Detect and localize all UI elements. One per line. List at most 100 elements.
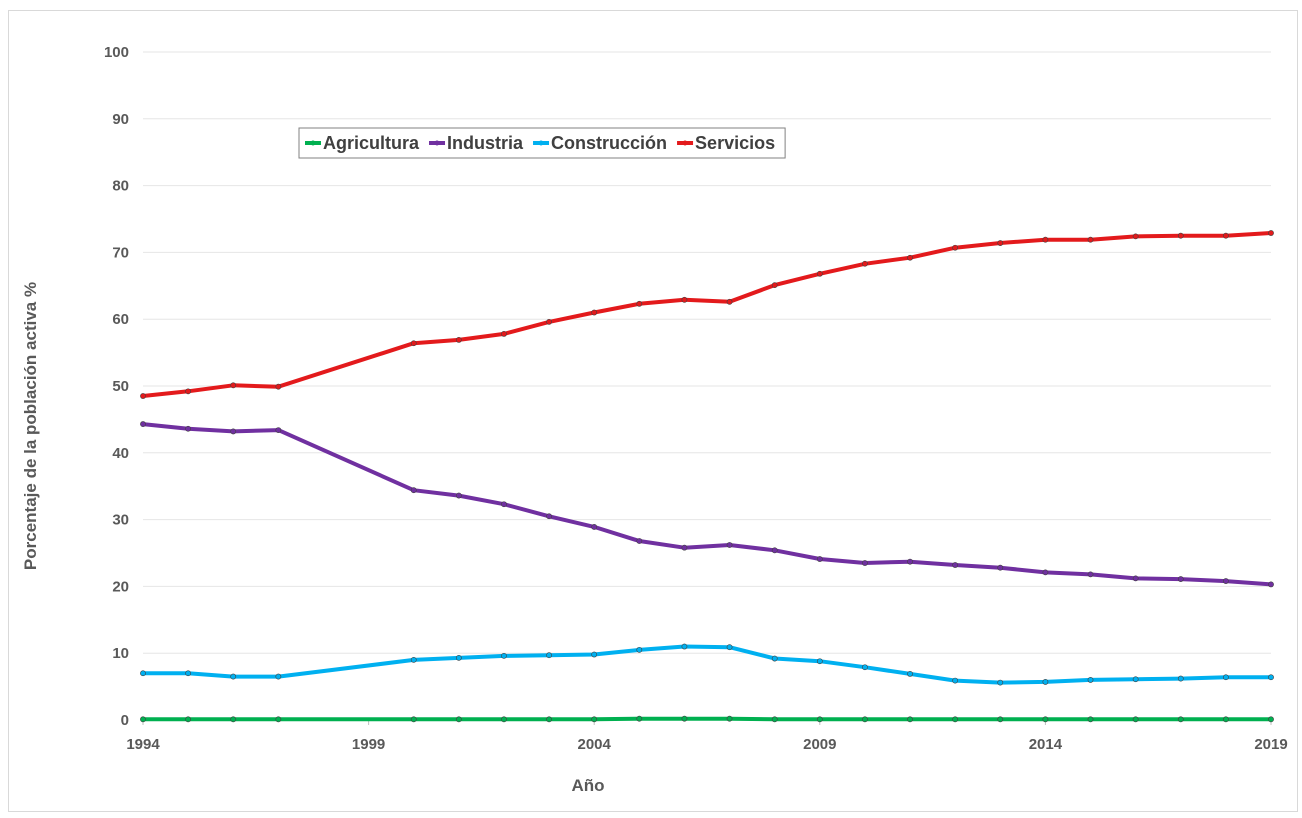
- series-agricultura: [140, 715, 1274, 723]
- data-point-agricultura: [1268, 716, 1274, 723]
- data-point-construccion: [230, 673, 237, 680]
- data-point-agricultura: [726, 715, 733, 722]
- legend-marker-construccion: [538, 140, 544, 146]
- data-point-industria: [1132, 575, 1139, 582]
- data-point-servicios: [1087, 236, 1094, 243]
- data-point-construccion: [952, 677, 959, 684]
- data-point-construccion: [1222, 674, 1229, 681]
- data-point-construccion: [816, 658, 823, 665]
- y-tick-label: 30: [112, 512, 129, 529]
- data-point-servicios: [771, 282, 778, 289]
- data-point-construccion: [501, 652, 507, 659]
- data-point-agricultura: [1222, 716, 1229, 723]
- data-point-agricultura: [907, 716, 913, 723]
- y-tick-label: 0: [121, 712, 129, 729]
- data-point-industria: [1087, 571, 1094, 578]
- data-point-agricultura: [501, 716, 507, 723]
- y-tick-label: 80: [112, 178, 129, 195]
- data-point-agricultura: [681, 715, 688, 722]
- data-point-construccion: [726, 644, 733, 651]
- data-point-agricultura: [140, 716, 146, 723]
- legend-marker-servicios: [682, 140, 688, 146]
- legend: Agricultura Industria Construcción Servicio…: [298, 127, 786, 159]
- data-point-servicios: [907, 254, 913, 261]
- data-point-construccion: [546, 652, 552, 659]
- data-point-servicios: [726, 298, 733, 305]
- data-point-agricultura: [1177, 716, 1184, 723]
- data-point-agricultura: [636, 715, 643, 722]
- series-line-agricultura: [141, 716, 1273, 722]
- data-point-construccion: [636, 646, 643, 653]
- data-point-servicios: [591, 309, 598, 316]
- data-point-construccion: [1042, 679, 1049, 685]
- data-point-industria: [410, 487, 417, 494]
- data-point-construccion: [275, 673, 282, 680]
- data-point-industria: [1177, 576, 1184, 582]
- legend-label-agricultura: Agricultura: [323, 133, 420, 153]
- data-point-servicios: [636, 300, 643, 307]
- y-tick-label: 40: [112, 445, 129, 462]
- data-point-servicios: [862, 260, 868, 267]
- data-point-industria: [952, 562, 959, 568]
- data-point-agricultura: [1042, 716, 1049, 723]
- data-point-industria: [185, 425, 192, 432]
- data-point-agricultura: [862, 716, 868, 723]
- data-point-servicios: [1222, 232, 1229, 239]
- x-tick-label: 1994: [126, 736, 160, 753]
- data-point-industria: [501, 501, 507, 508]
- data-point-agricultura: [591, 716, 598, 723]
- x-tick-label: 2014: [1029, 736, 1063, 753]
- data-point-servicios: [455, 337, 462, 343]
- series-line-construccion: [141, 644, 1273, 685]
- data-point-construccion: [771, 655, 778, 662]
- data-point-construccion: [1268, 674, 1274, 681]
- series-line-servicios: [141, 231, 1273, 398]
- data-point-agricultura: [1087, 716, 1094, 723]
- x-tick-label: 2004: [578, 736, 612, 753]
- data-point-industria: [636, 538, 643, 544]
- data-point-construccion: [907, 671, 913, 677]
- data-point-construccion: [455, 654, 462, 661]
- x-axis-title: Año: [571, 776, 604, 795]
- data-point-servicios: [952, 244, 959, 251]
- y-tick-label: 10: [112, 645, 129, 662]
- data-point-servicios: [140, 393, 146, 399]
- data-point-industria: [907, 558, 913, 565]
- data-point-agricultura: [455, 716, 462, 723]
- data-point-construccion: [862, 664, 868, 671]
- data-point-servicios: [185, 388, 192, 395]
- data-point-construccion: [140, 670, 146, 677]
- legend-marker-agricultura: [310, 140, 316, 146]
- data-point-servicios: [501, 330, 507, 337]
- series-group: [140, 230, 1274, 723]
- data-point-industria: [230, 428, 237, 435]
- data-point-industria: [1222, 578, 1229, 584]
- data-point-industria: [140, 421, 146, 427]
- legend-label-servicios: Servicios: [695, 133, 775, 153]
- y-tick-label: 70: [112, 244, 129, 261]
- data-point-servicios: [681, 296, 688, 303]
- data-point-industria: [591, 524, 598, 530]
- data-point-industria: [1042, 569, 1049, 576]
- data-point-construccion: [410, 656, 417, 663]
- y-tick-label: 100: [104, 44, 129, 61]
- data-point-construccion: [1087, 677, 1094, 683]
- data-point-industria: [681, 544, 688, 551]
- y-tick-label: 60: [112, 311, 129, 328]
- data-point-servicios: [1177, 232, 1184, 239]
- line-chart: 0 10 20 30 40 50 60 70 80 90 100 1994 1999 2004 2009 20…: [21, 44, 1288, 795]
- data-point-servicios: [410, 340, 417, 347]
- data-point-agricultura: [546, 716, 552, 723]
- data-point-industria: [1268, 581, 1274, 588]
- data-point-industria: [862, 560, 868, 566]
- data-point-agricultura: [997, 716, 1004, 723]
- data-point-construccion: [1132, 676, 1139, 683]
- data-point-servicios: [1268, 230, 1274, 236]
- axes: 0 10 20 30 40 50 60 70 80 90 100 1994 1999 2004 2009 20…: [104, 44, 1288, 753]
- data-point-servicios: [1042, 236, 1049, 243]
- data-point-construccion: [1177, 675, 1184, 682]
- data-point-industria: [816, 556, 823, 562]
- data-point-servicios: [1132, 233, 1139, 240]
- data-point-agricultura: [410, 716, 417, 723]
- data-point-servicios: [230, 382, 237, 389]
